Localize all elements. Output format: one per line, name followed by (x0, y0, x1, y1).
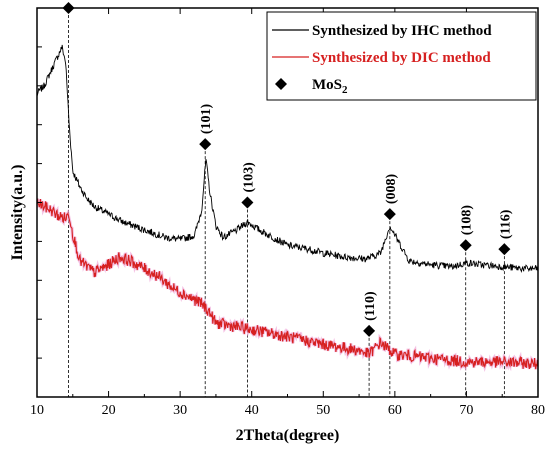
x-tick-label: 80 (531, 403, 545, 418)
x-tick-label: 30 (173, 403, 187, 418)
mos2-diamond-marker (459, 239, 472, 252)
legend-label: Synthesized by DIC method (312, 50, 491, 66)
x-axis-tick-labels: 10 20 30 40 50 60 70 80 (30, 403, 545, 418)
series-ihc-line (37, 44, 538, 274)
legend-box (266, 11, 537, 101)
x-axis-ticks (36, 8, 539, 397)
mos2-diamond-marker (498, 243, 511, 256)
legend-label: Synthesized by IHC method (312, 23, 492, 39)
x-tick-label: 70 (459, 403, 473, 418)
peak-markers (62, 2, 511, 337)
x-tick-label: 40 (245, 403, 259, 418)
y-axis-title: Intensity(a.u.) (9, 164, 26, 260)
x-tick-label: 50 (316, 403, 330, 418)
peak-labels: (002)(101)(103)(110)(008)(108)(116) (199, 103, 513, 321)
peak-label: (110) (363, 291, 378, 321)
mos2-diamond-marker (363, 324, 376, 337)
peak-label: (116) (498, 209, 513, 239)
x-tick-label: 20 (102, 403, 116, 418)
peak-label: (103) (241, 162, 256, 193)
series-dic-line (37, 198, 538, 370)
mos2-diamond-marker (383, 208, 396, 221)
mos2-diamond-marker (241, 196, 254, 209)
series-layer (37, 44, 538, 372)
legend-subscript: 2 (342, 84, 348, 96)
legend-label: MoS2 (312, 77, 348, 96)
y-axis-ticks (37, 7, 42, 398)
mos2-diamond-marker (199, 138, 212, 151)
peak-guide-lines (68, 15, 505, 397)
peak-label: (101) (199, 103, 214, 134)
peak-label: (108) (460, 205, 475, 236)
legend: Synthesized by IHC method Synthesized by … (266, 11, 537, 101)
x-axis-title: 2Theta(degree) (236, 427, 340, 444)
x-tick-label: 10 (30, 403, 44, 418)
x-tick-label: 60 (388, 403, 402, 418)
legend-swatch-diamond (275, 78, 287, 90)
peak-label: (008) (384, 174, 399, 205)
